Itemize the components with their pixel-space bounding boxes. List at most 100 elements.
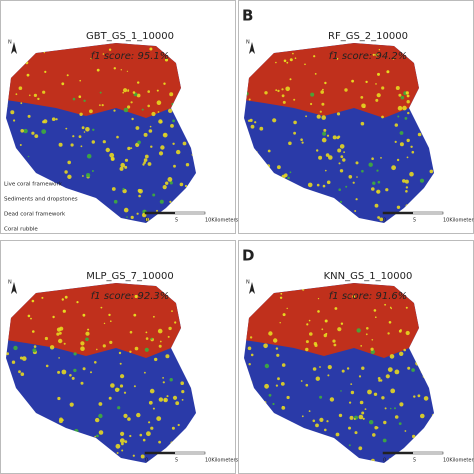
habitat-patch	[324, 428, 327, 432]
habitat-patch	[305, 383, 309, 387]
habitat-patch	[366, 327, 369, 330]
habitat-patch	[352, 295, 356, 298]
habitat-patch	[317, 310, 320, 313]
habitat-patch	[153, 315, 155, 318]
north-label: N	[8, 280, 12, 286]
habitat-patch	[314, 73, 317, 75]
habitat-patch	[288, 141, 292, 146]
habitat-patch	[80, 346, 85, 351]
habitat-patch	[305, 340, 309, 344]
habitat-patch	[72, 135, 75, 138]
habitat-patch	[396, 158, 400, 162]
habitat-patch	[146, 431, 151, 437]
habitat-patch	[130, 101, 133, 104]
habitat-patch	[326, 180, 331, 185]
scale-bar	[145, 212, 175, 214]
habitat-patch	[123, 88, 128, 93]
habitat-patch	[289, 78, 292, 81]
habitat-patch	[394, 407, 396, 410]
habitat-patch	[399, 329, 402, 332]
habitat-patch	[332, 339, 336, 343]
map-panel: GBT_GS_1_10000 f1 score: 95.1% N 0 5 10Kilome…	[0, 0, 239, 234]
habitat-patch	[406, 156, 409, 159]
habitat-patch	[344, 88, 348, 92]
panel-title: GBT_GS_1_10000	[86, 31, 174, 42]
habitat-patch	[394, 415, 399, 419]
habitat-patch	[32, 348, 37, 353]
habitat-patch	[317, 298, 320, 300]
habitat-patch	[279, 322, 281, 324]
habitat-patch	[45, 364, 49, 368]
habitat-patch	[169, 181, 173, 185]
habitat-patch	[19, 356, 23, 360]
habitat-patch	[137, 81, 140, 84]
habitat-patch	[130, 215, 134, 219]
habitat-patch	[361, 169, 364, 173]
habitat-patch	[131, 117, 134, 121]
habitat-patch	[387, 367, 393, 372]
habitat-patch	[312, 367, 317, 371]
habitat-patch	[80, 381, 84, 385]
habitat-patch	[126, 216, 128, 218]
habitat-patch	[20, 129, 24, 133]
habitat-patch	[129, 330, 133, 334]
habitat-patch	[110, 156, 115, 161]
habitat-patch	[399, 402, 404, 407]
habitat-patch	[127, 146, 131, 151]
habitat-patch	[293, 131, 296, 135]
habitat-patch	[143, 132, 148, 137]
panel-title: KNN_GS_1_10000	[324, 271, 413, 282]
habitat-patch	[351, 79, 354, 83]
habitat-patch	[325, 153, 330, 157]
habitat-patch	[96, 348, 98, 351]
habitat-patch	[323, 128, 327, 132]
habitat-patch	[343, 151, 345, 154]
habitat-patch	[250, 353, 254, 357]
habitat-patch	[276, 353, 280, 357]
habitat-patch	[370, 347, 374, 351]
habitat-patch	[412, 434, 416, 439]
habitat-patch	[176, 149, 181, 155]
habitat-patch	[309, 332, 313, 336]
habitat-patch	[132, 91, 136, 94]
habitat-patch	[308, 410, 311, 412]
habitat-patch	[124, 165, 128, 169]
habitat-patch	[395, 86, 400, 90]
habitat-patch	[119, 362, 122, 365]
habitat-patch	[101, 104, 104, 107]
habitat-patch	[277, 377, 280, 381]
scale-label: 5	[413, 218, 416, 224]
habitat-patch	[350, 390, 355, 395]
habitat-patch	[322, 88, 324, 91]
habitat-patch	[30, 317, 32, 320]
habitat-patch	[247, 346, 252, 351]
habitat-patch	[136, 212, 139, 215]
habitat-patch	[82, 313, 86, 317]
habitat-patch	[23, 128, 28, 134]
habitat-patch	[142, 163, 145, 166]
habitat-patch	[321, 328, 324, 331]
habitat-patch	[318, 155, 323, 160]
habitat-patch	[173, 164, 176, 168]
habitat-patch	[142, 438, 146, 442]
habitat-patch	[136, 412, 141, 418]
habitat-patch	[326, 134, 330, 137]
habitat-patch	[305, 347, 309, 352]
habitat-patch	[332, 135, 337, 140]
habitat-patch	[277, 89, 280, 93]
habitat-patch	[281, 363, 286, 367]
habitat-patch	[42, 90, 46, 94]
habitat-patch	[130, 147, 133, 150]
habitat-patch	[83, 131, 86, 133]
habitat-patch	[156, 89, 159, 92]
habitat-patch	[338, 188, 341, 191]
habitat-patch	[339, 169, 344, 173]
habitat-patch	[123, 107, 129, 113]
habitat-patch	[316, 114, 321, 119]
habitat-patch	[248, 363, 251, 366]
habitat-patch	[292, 52, 294, 55]
habitat-patch	[420, 413, 425, 419]
habitat-patch	[85, 173, 91, 178]
habitat-patch	[371, 187, 375, 191]
habitat-patch	[29, 94, 31, 97]
